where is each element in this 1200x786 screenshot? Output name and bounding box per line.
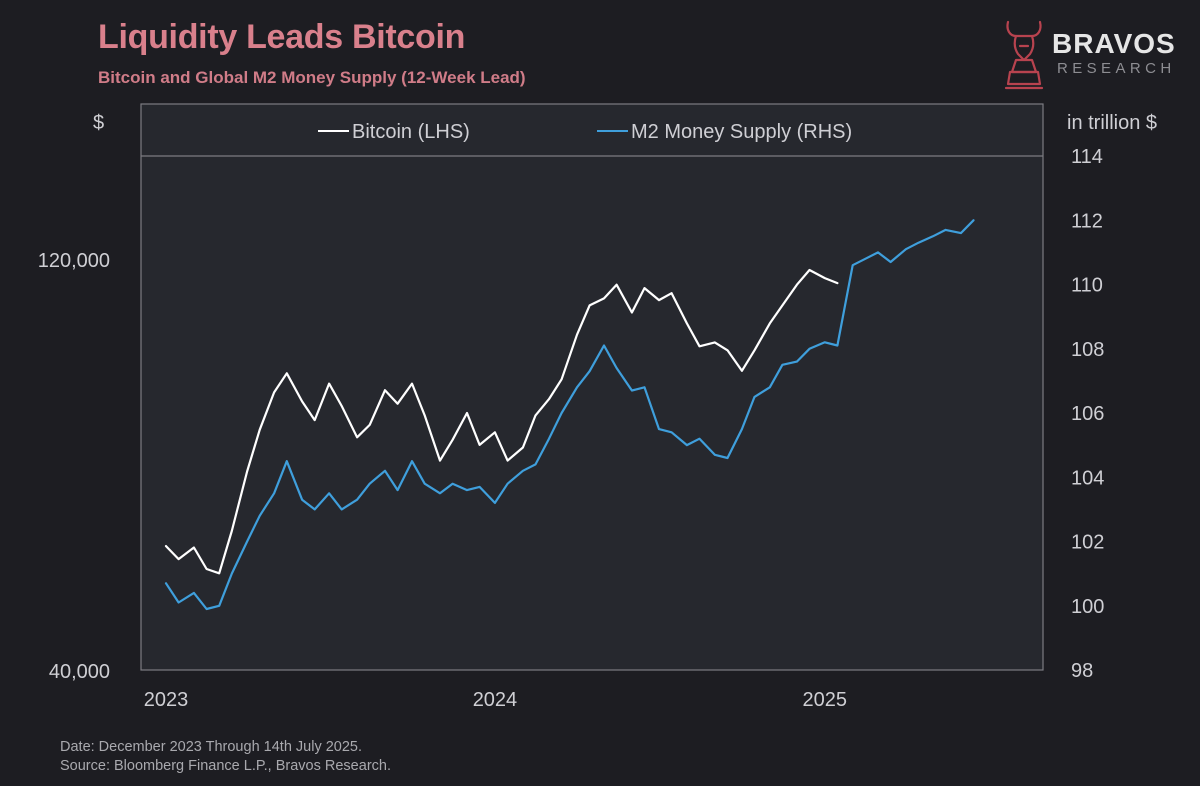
right-tick-label: 104 [1071, 467, 1104, 489]
footer-source-note: Source: Bloomberg Finance L.P., Bravos R… [60, 758, 391, 774]
footer-date-note: Date: December 2023 Through 14th July 20… [60, 739, 363, 755]
right-tick-label: 98 [1071, 660, 1093, 682]
left-tick-label: 40,000 [49, 661, 110, 683]
legend-label-m2: M2 Money Supply (RHS) [631, 121, 852, 143]
brand-logo: BRAVOS RESEARCH [1000, 16, 1190, 94]
plot-area [140, 103, 1044, 671]
right-tick-label: 106 [1071, 403, 1104, 425]
series-line-bitcoin [164, 268, 839, 575]
legend-label-bitcoin: Bitcoin (LHS) [352, 121, 470, 143]
right-tick-label: 102 [1071, 532, 1104, 554]
right-tick-label: 110 [1071, 275, 1103, 297]
right-tick-label: 108 [1071, 339, 1104, 361]
left-tick-label: 120,000 [38, 250, 110, 272]
bull-knight-icon [1004, 20, 1044, 90]
x-axis-ticks: 2023 2024 2025 [144, 689, 847, 711]
logo-subtitle: RESEARCH [1057, 60, 1176, 77]
chart-title: Liquidity Leads Bitcoin [98, 18, 466, 56]
right-tick-label: 112 [1071, 210, 1103, 232]
chart-footer: Date: December 2023 Through 14th July 20… [60, 738, 391, 776]
series-layer [164, 219, 975, 611]
x-tick-label: 2023 [144, 689, 189, 711]
logo-wordmark: BRAVOS [1052, 28, 1176, 59]
left-axis-unit: $ [93, 112, 104, 134]
right-axis-ticks: 98 100 102 104 106 108 110 112 114 [1071, 146, 1104, 682]
x-tick-label: 2024 [473, 689, 518, 711]
right-tick-label: 100 [1071, 596, 1104, 618]
series-line-m2 [164, 219, 975, 611]
x-tick-label: 2025 [803, 689, 848, 711]
right-tick-label: 114 [1071, 146, 1103, 168]
left-axis-ticks: 40,000 120,000 [38, 250, 110, 683]
legend: Bitcoin (LHS) M2 Money Supply (RHS) [318, 121, 852, 143]
right-axis-unit: in trillion $ [1067, 112, 1157, 134]
chart-subtitle: Bitcoin and Global M2 Money Supply (12-W… [98, 68, 526, 87]
